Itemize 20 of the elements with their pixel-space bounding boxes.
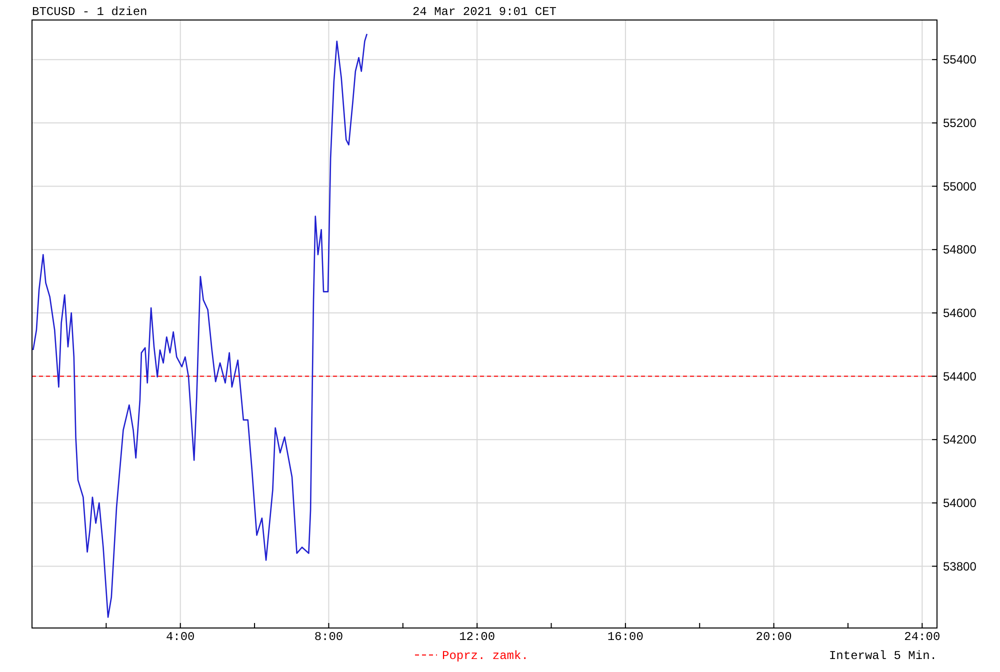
y-tick-label: 54800	[943, 242, 977, 257]
y-tick-label: 55400	[943, 52, 977, 67]
chart-subtitle: 24 Mar 2021 9:01 CET	[412, 5, 557, 19]
x-tick-label: 16:00	[607, 630, 644, 644]
text: Interwal 5 Min.	[828, 649, 937, 663]
x-tick-label: 20:00	[756, 630, 792, 644]
y-tick-label: 55200	[943, 116, 977, 130]
y-tick-label: 54600	[943, 306, 977, 320]
x-tick-label: 24:00	[904, 630, 940, 644]
line-series	[32, 33, 368, 618]
y-tick-label: 53800	[943, 559, 977, 574]
x-tick-label: 8:00	[314, 630, 344, 644]
x-tick-label: 12:00	[459, 630, 496, 644]
y-tick-label: 55000	[943, 179, 977, 194]
y-tick-label: 54400	[943, 369, 977, 384]
y-tick-label: 54200	[943, 432, 977, 447]
x-tick-label: 4:00	[166, 630, 195, 644]
chart-title: BTCUSD - 1 dzien	[32, 5, 148, 19]
y-tick-label: 54000	[943, 496, 977, 510]
legend-label: Poprz. zamk.	[442, 649, 528, 663]
